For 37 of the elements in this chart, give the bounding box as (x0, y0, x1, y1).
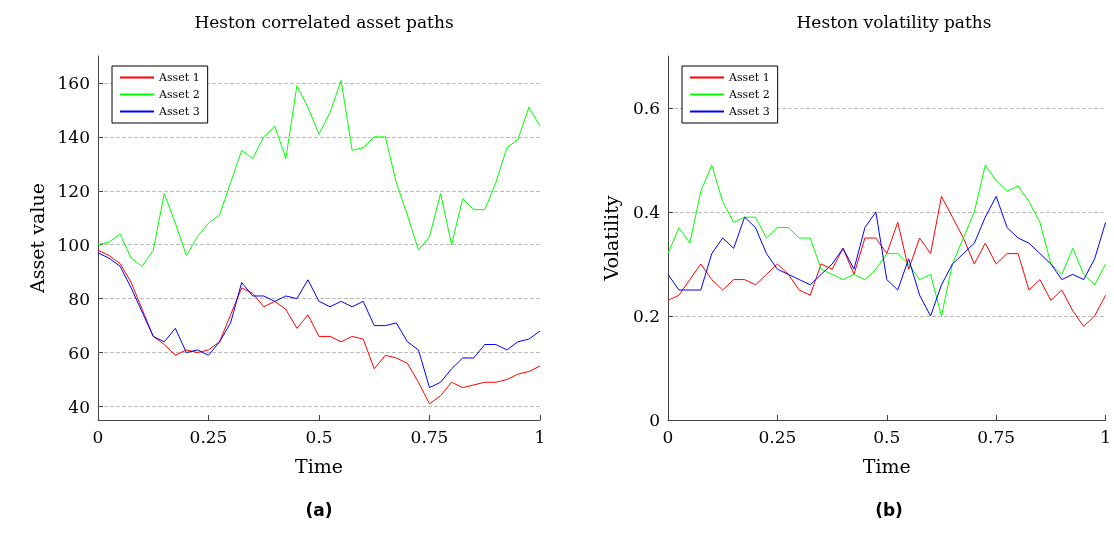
x-tick-label: 0.75 (977, 426, 1016, 447)
x-tick-label: 0 (662, 426, 674, 447)
x-axis-title: Time (862, 454, 911, 477)
y-tick-label: 120 (57, 180, 90, 201)
y-tick-label: 140 (57, 126, 90, 147)
text: (a) (304, 500, 334, 520)
x-tick-label: 0.5 (305, 426, 333, 447)
y-tick-label: 0.6 (632, 98, 660, 118)
x-tick-label: 1 (534, 426, 546, 447)
legend-label: Asset 3 (158, 105, 200, 118)
y-tick-label: 40 (68, 396, 90, 417)
legend-label: Asset 2 (158, 88, 200, 101)
y-tick-label: 80 (68, 288, 90, 309)
y-tick-label: 0 (649, 410, 660, 430)
x-tick-label: 0.25 (758, 426, 797, 447)
chart-title: Heston correlated asset paths (194, 11, 454, 32)
text: (b) (874, 500, 904, 520)
y-axis-title: Asset value (26, 183, 49, 294)
legend-label: Asset 3 (728, 105, 770, 118)
y-tick-label: 100 (57, 234, 90, 255)
line-series (667, 164, 1107, 317)
legend-label: Asset 1 (158, 71, 200, 84)
chart-title: Heston volatility paths (796, 11, 992, 32)
x-tick-label: 0.25 (189, 426, 228, 447)
line-series (97, 79, 541, 267)
x-tick-label: 0.75 (410, 426, 449, 447)
y-tick-label: 160 (57, 72, 90, 93)
y-axis-title: Volatility (599, 195, 622, 282)
x-tick-label: 0.5 (873, 426, 901, 447)
x-axis-title: Time (294, 454, 344, 477)
legend-label: Asset 1 (728, 71, 770, 84)
y-tick-label: 60 (68, 342, 90, 363)
y-tick-label: 0.4 (632, 202, 660, 222)
y-tick-label: 0.2 (632, 306, 660, 326)
x-tick-label: 1 (1100, 426, 1112, 447)
legend-label: Asset 2 (728, 88, 770, 101)
x-tick-label: 0 (92, 426, 104, 447)
